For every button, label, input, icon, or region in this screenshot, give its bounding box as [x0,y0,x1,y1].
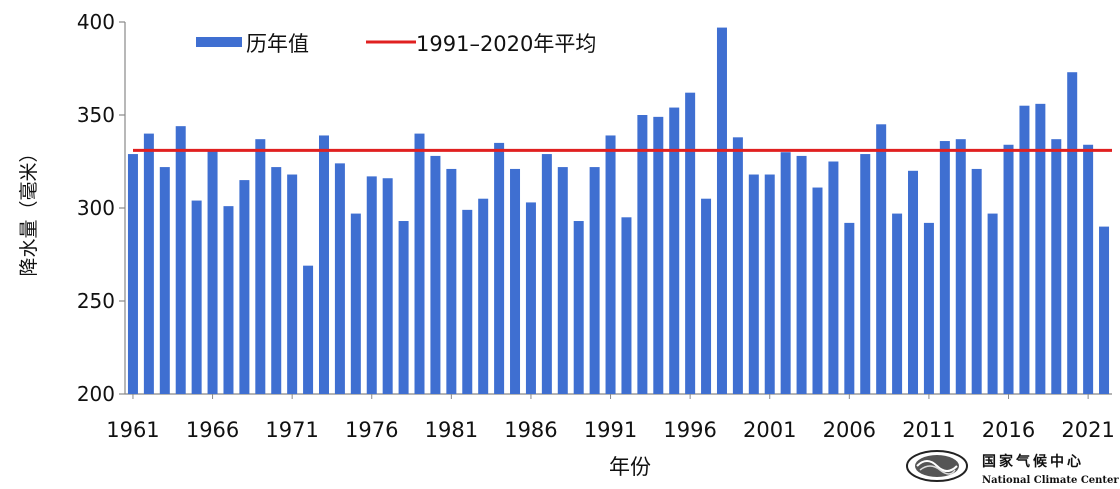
bar-2013 [955,139,966,394]
bar-2021 [1083,144,1094,394]
bars [127,27,1110,395]
x-axis-label: 年份 [609,455,651,479]
bar-1969 [255,139,266,394]
bar-2005 [828,161,839,394]
bar-2011 [923,222,934,394]
bar-1966 [207,150,218,394]
bar-1989 [573,221,584,394]
x-tick-label: 2016 [982,418,1035,442]
bar-1996 [685,92,696,395]
bar-1995 [669,107,680,394]
bar-2014 [971,168,982,394]
bar-2012 [939,141,950,394]
bar-1998 [716,27,727,395]
ncc-name-cn: 国家气候中心 [982,453,1084,470]
bar-2002 [780,152,791,394]
x-tick-label: 1996 [663,418,716,442]
x-tick-label: 1971 [265,418,318,442]
y-axis: 200 250 300 350 400 [77,10,126,406]
x-tick-label: 2021 [1061,418,1114,442]
bar-2017 [1019,105,1030,394]
bar-1994 [653,116,664,395]
bar-1965 [191,200,202,394]
bar-1988 [557,167,568,394]
bar-2003 [796,155,807,394]
bar-1977 [382,178,393,394]
bar-2020 [1067,72,1078,394]
x-axis: 1961 1966 1971 1976 1981 1986 1991 1996 2001 2006… [106,393,1115,442]
x-tick-label: 1961 [106,418,159,442]
bar-2016 [1003,144,1014,394]
bar-1991 [605,135,616,394]
bar-2022 [1099,226,1110,394]
legend: 历年值 1991–2020年平均 [196,32,596,56]
bar-1974 [334,163,345,394]
bar-1984 [494,142,505,394]
bar-1973 [318,135,329,394]
bar-1978 [398,221,409,394]
y-tick-label: 200 [77,382,115,406]
y-axis-label: 降水量（毫米） [18,143,40,276]
y-tick-label: 350 [77,103,115,127]
x-tick-label: 1991 [584,418,637,442]
bar-1964 [175,126,186,394]
bar-1979 [414,133,425,394]
bar-1982 [462,209,473,394]
bar-2000 [748,174,759,394]
bar-1980 [430,155,441,394]
bar-2004 [812,187,823,394]
bar-2007 [860,154,871,394]
bar-1975 [350,213,361,394]
x-tick-label: 2011 [902,418,955,442]
y-tick-label: 300 [77,196,115,220]
bar-1968 [239,180,250,394]
bar-2019 [1051,139,1062,394]
bar-1985 [510,168,521,394]
y-tick-label: 400 [77,10,115,34]
bar-2010 [908,170,919,394]
x-tick-label: 2001 [743,418,796,442]
y-tick-label: 250 [77,289,115,313]
bar-2009 [892,213,903,394]
x-tick-label: 1966 [186,418,239,442]
x-tick-label: 1981 [425,418,478,442]
bar-1961 [127,154,138,394]
bar-1976 [366,176,377,394]
x-tick-label: 2006 [823,418,876,442]
bar-2001 [764,174,775,394]
legend-label-reference-line: 1991–2020年平均 [416,32,596,56]
bar-2018 [1035,103,1046,394]
bar-1971 [287,174,298,394]
legend-label-bars: 历年值 [246,32,309,56]
bar-1993 [637,115,648,394]
bar-1972 [303,265,314,394]
bar-1990 [589,167,600,394]
x-tick-label: 1986 [504,418,557,442]
bar-1970 [271,167,282,394]
ncc-emblem-icon [906,450,968,482]
bar-1983 [478,198,489,394]
ncc-logo: 国家气候中心 National Climate Center [906,450,1119,486]
bar-1997 [701,198,712,394]
bar-1992 [621,217,632,394]
legend-swatch-bars [196,37,242,47]
bar-2008 [876,124,887,395]
bar-1962 [143,133,154,394]
bar-1967 [223,206,234,394]
bar-2015 [987,213,998,394]
ncc-name-en: National Climate Center [982,475,1119,486]
bar-1999 [732,137,743,394]
bar-1986 [525,202,536,394]
bar-1987 [541,154,552,394]
x-tick-label: 1976 [345,418,398,442]
bar-2006 [844,222,855,394]
bar-1981 [446,168,457,394]
bar-1963 [159,167,170,394]
